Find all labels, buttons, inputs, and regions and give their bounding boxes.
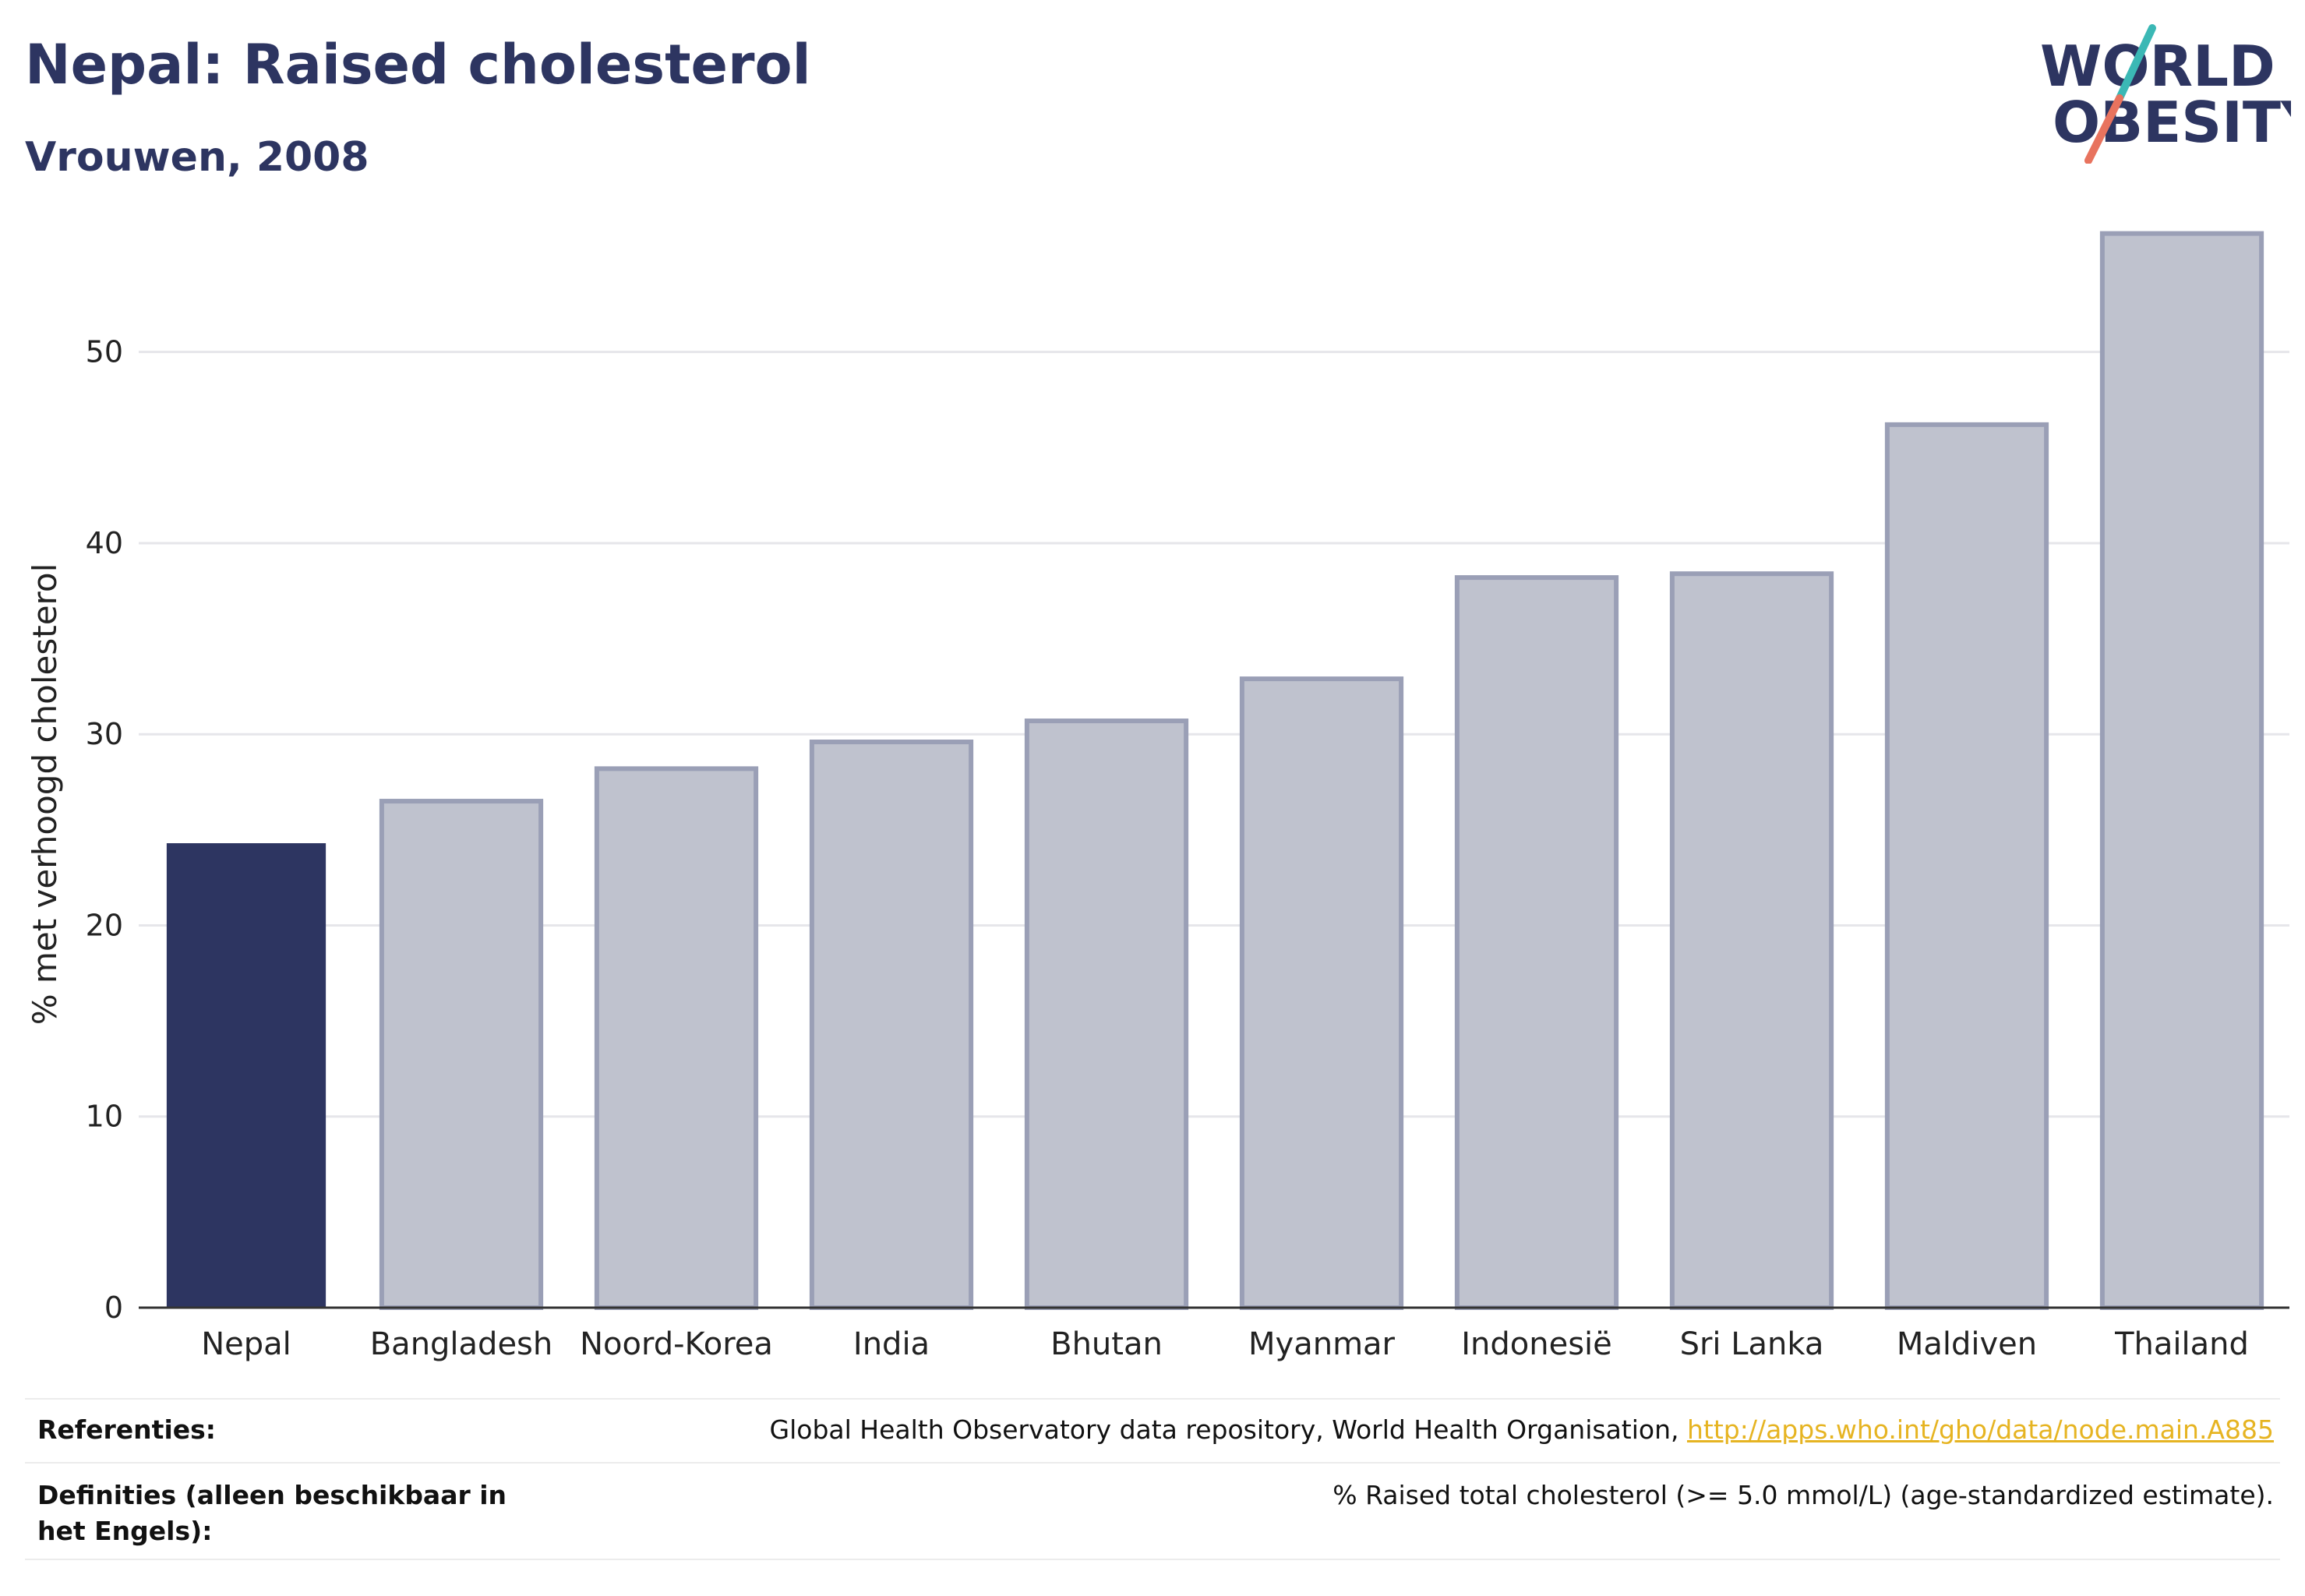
- x-tick-label: Noord-Korea: [580, 1326, 773, 1362]
- bar-chart: 0 10 20 30 40 50 Nepal Bangladesh Noord-Korea In…: [26, 231, 2289, 1362]
- bars: [166, 231, 2264, 1311]
- footer-divider-top: [25, 1398, 2280, 1400]
- bar-myanmar: [1239, 676, 1404, 1310]
- y-tick-label: 20: [86, 908, 123, 942]
- x-tick-label: Thailand: [2114, 1326, 2249, 1362]
- bar-india: [809, 740, 974, 1310]
- logo-line-1: WORLD: [2040, 34, 2275, 99]
- footer-definitions: Definities (alleen beschikbaar in het En…: [25, 1478, 2280, 1555]
- definitions-value: % Raised total cholesterol (>= 5.0 mmol/…: [1333, 1480, 2274, 1510]
- references-text: Global Health Observatory data repositor…: [769, 1414, 1687, 1445]
- chart-subtitle: Vrouwen, 2008: [25, 134, 369, 181]
- x-tick-label: India: [853, 1326, 930, 1362]
- y-axis-label: % met verhoogd cholesterol: [26, 563, 64, 1026]
- bar-sri-lanka: [1669, 571, 1834, 1310]
- bar-noord-korea: [594, 766, 759, 1310]
- x-tick-label: Sri Lanka: [1680, 1326, 1824, 1362]
- x-tick-label: Indonesië: [1461, 1326, 1612, 1362]
- footer-references: Referenties: Global Health Observatory d…: [25, 1412, 2280, 1451]
- footer-divider-bottom: [25, 1559, 2280, 1560]
- y-tick-label: 10: [86, 1100, 123, 1134]
- bar-bangladesh: [379, 799, 544, 1310]
- x-tick-label: Nepal: [201, 1326, 291, 1362]
- bar-nepal: [166, 843, 327, 1308]
- x-tick-label: Myanmar: [1248, 1326, 1396, 1362]
- x-tick-label: Maldiven: [1897, 1326, 2037, 1362]
- y-tick-labels: 0 10 20 30 40 50: [86, 335, 123, 1325]
- logo-slash-bottom: [2084, 94, 2123, 164]
- references-label: Referenties:: [37, 1414, 216, 1445]
- y-tick-label: 50: [86, 335, 123, 369]
- y-tick-label: 30: [86, 717, 123, 751]
- references-link[interactable]: http://apps.who.int/gho/data/node.main.A…: [1686, 1414, 2274, 1445]
- chart-title: Nepal: Raised cholesterol: [25, 33, 811, 97]
- logo-slash-top: [2116, 24, 2156, 102]
- world-obesity-logo: WORLD OBESITY: [2040, 24, 2291, 164]
- footer-divider-middle: [25, 1462, 2280, 1464]
- y-tick-label: 40: [86, 526, 123, 560]
- y-tick-label: 0: [104, 1291, 123, 1325]
- references-value: Global Health Observatory data repositor…: [770, 1412, 2274, 1448]
- definitions-label: Definities (alleen beschikbaar in het En…: [37, 1480, 507, 1546]
- x-tick-label: Bangladesh: [370, 1326, 553, 1362]
- x-tick-label: Bhutan: [1050, 1326, 1163, 1362]
- bar-indonesi-: [1454, 575, 1619, 1310]
- bar-maldiven: [1884, 422, 2049, 1311]
- bar-bhutan: [1024, 719, 1189, 1310]
- x-tick-labels: Nepal Bangladesh Noord-Korea India Bhutan Mya…: [201, 1326, 2249, 1362]
- bar-thailand: [2099, 231, 2264, 1310]
